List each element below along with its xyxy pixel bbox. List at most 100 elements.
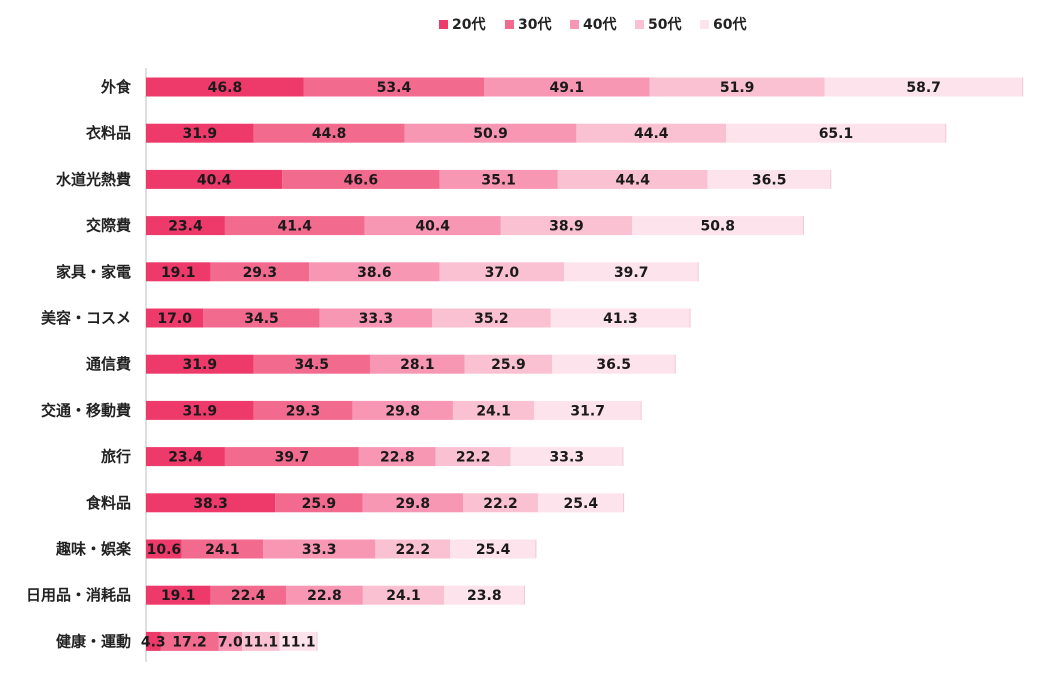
bar-segment-7-2 [352, 400, 453, 420]
value-label-7-3: 24.1 [476, 403, 511, 419]
value-label-10-0: 10.6 [147, 542, 182, 558]
value-label-1-1: 44.8 [312, 126, 347, 142]
bar-segment-1-4 [726, 123, 946, 143]
bar-segment-11-0 [146, 585, 211, 605]
value-label-6-3: 25.9 [491, 357, 526, 373]
bar-segment-1-3 [576, 123, 727, 143]
bar-segment-8-3 [435, 447, 511, 467]
bar-segment-7-1 [253, 400, 353, 420]
category-label-10: 趣味・娯楽 [55, 540, 132, 558]
bar-segment-8-4 [510, 447, 623, 467]
bar-segment-2-0 [146, 169, 283, 189]
bar-segment-9-2 [362, 493, 464, 513]
bar-segment-2-1 [282, 169, 440, 189]
value-label-9-0: 38.3 [193, 496, 228, 512]
value-label-5-4: 41.3 [603, 311, 638, 327]
value-label-5-0: 17.0 [157, 311, 192, 327]
legend-label-2: 40代 [583, 16, 616, 33]
bar-segment-6-1 [253, 354, 370, 374]
category-label-1: 衣料品 [86, 124, 131, 142]
value-label-10-3: 22.2 [396, 542, 431, 558]
category-label-0: 外食 [100, 78, 132, 96]
bar-segment-11-1 [210, 585, 286, 605]
bar-segment-4-2 [309, 262, 440, 282]
bar-segment-10-0 [146, 539, 182, 559]
category-label-8: 旅行 [101, 448, 131, 466]
value-label-7-1: 29.3 [286, 403, 321, 419]
bar-segment-6-4 [552, 354, 676, 374]
bar-segment-11-4 [444, 585, 525, 605]
value-label-3-4: 50.8 [700, 219, 735, 235]
bar-segment-2-3 [557, 169, 708, 189]
value-label-2-0: 40.4 [197, 172, 232, 188]
bar-segment-3-4 [632, 216, 804, 236]
value-label-12-4: 11.1 [281, 634, 316, 650]
value-label-12-1: 17.2 [172, 634, 207, 650]
bar-segment-3-3 [500, 216, 633, 236]
value-label-11-2: 22.8 [307, 588, 342, 604]
bar-segment-11-2 [285, 585, 363, 605]
value-label-1-3: 44.4 [634, 126, 669, 142]
value-label-1-0: 31.9 [183, 126, 218, 142]
bar-segment-5-1 [203, 308, 320, 328]
bar-segment-8-2 [358, 447, 436, 467]
bar-segment-0-1 [303, 77, 484, 97]
value-label-0-4: 58.7 [906, 80, 941, 96]
value-label-1-2: 50.9 [473, 126, 508, 142]
value-label-4-0: 19.1 [161, 265, 196, 281]
bar-segment-12-4 [279, 631, 318, 651]
value-label-3-3: 38.9 [549, 219, 584, 235]
legend-label-4: 60代 [713, 16, 746, 33]
category-label-11: 日用品・消耗品 [26, 586, 131, 604]
bar-segment-12-1 [160, 631, 219, 651]
bar-segment-6-0 [146, 354, 254, 374]
bar-segment-9-1 [275, 493, 363, 513]
value-label-10-1: 24.1 [205, 542, 240, 558]
value-label-7-2: 29.8 [385, 403, 420, 419]
value-label-11-0: 19.1 [161, 588, 196, 604]
bar-segment-2-4 [707, 169, 831, 189]
bar-segment-10-2 [263, 539, 376, 559]
bar-segment-0-2 [483, 77, 650, 97]
value-label-6-4: 36.5 [596, 357, 631, 373]
value-label-10-2: 33.3 [302, 542, 337, 558]
value-label-0-2: 49.1 [550, 80, 585, 96]
category-label-2: 水道光熱費 [56, 170, 131, 188]
bar-segment-7-0 [146, 400, 254, 420]
value-label-8-4: 33.3 [550, 450, 585, 466]
bar-segment-8-0 [146, 447, 225, 467]
legend-label-3: 50代 [648, 16, 681, 33]
value-label-8-2: 22.8 [380, 450, 415, 466]
bar-segment-10-1 [181, 539, 264, 559]
value-label-9-2: 29.8 [396, 496, 431, 512]
value-label-12-0: 4.3 [141, 634, 166, 650]
value-label-0-0: 46.8 [208, 80, 243, 96]
legend-swatch-3 [635, 20, 644, 29]
bar-segment-5-4 [550, 308, 691, 328]
value-label-6-2: 28.1 [400, 357, 435, 373]
bar-segment-1-0 [146, 123, 254, 143]
value-label-1-4: 65.1 [819, 126, 854, 142]
bar-segment-12-2 [218, 631, 243, 651]
category-label-9: 食料品 [86, 494, 131, 512]
bar-segment-4-1 [210, 262, 310, 282]
bar-segment-5-2 [319, 308, 433, 328]
legend-label-0: 20代 [452, 16, 485, 33]
value-label-9-1: 25.9 [302, 496, 337, 512]
legend-swatch-0 [439, 20, 448, 29]
value-label-4-2: 38.6 [357, 265, 392, 281]
value-label-8-3: 22.2 [456, 450, 491, 466]
value-label-8-1: 39.7 [275, 450, 310, 466]
value-label-3-1: 41.4 [277, 219, 312, 235]
value-label-11-1: 22.4 [231, 588, 266, 604]
value-label-12-2: 7.0 [218, 634, 243, 650]
value-label-3-0: 23.4 [168, 219, 203, 235]
category-label-12: 健康・運動 [56, 632, 131, 650]
bar-segment-1-2 [404, 123, 577, 143]
legend-swatch-1 [505, 20, 514, 29]
bar-segment-11-3 [362, 585, 445, 605]
value-label-4-1: 29.3 [243, 265, 278, 281]
category-label-5: 美容・コスメ [41, 309, 131, 327]
value-label-10-4: 25.4 [476, 542, 511, 558]
